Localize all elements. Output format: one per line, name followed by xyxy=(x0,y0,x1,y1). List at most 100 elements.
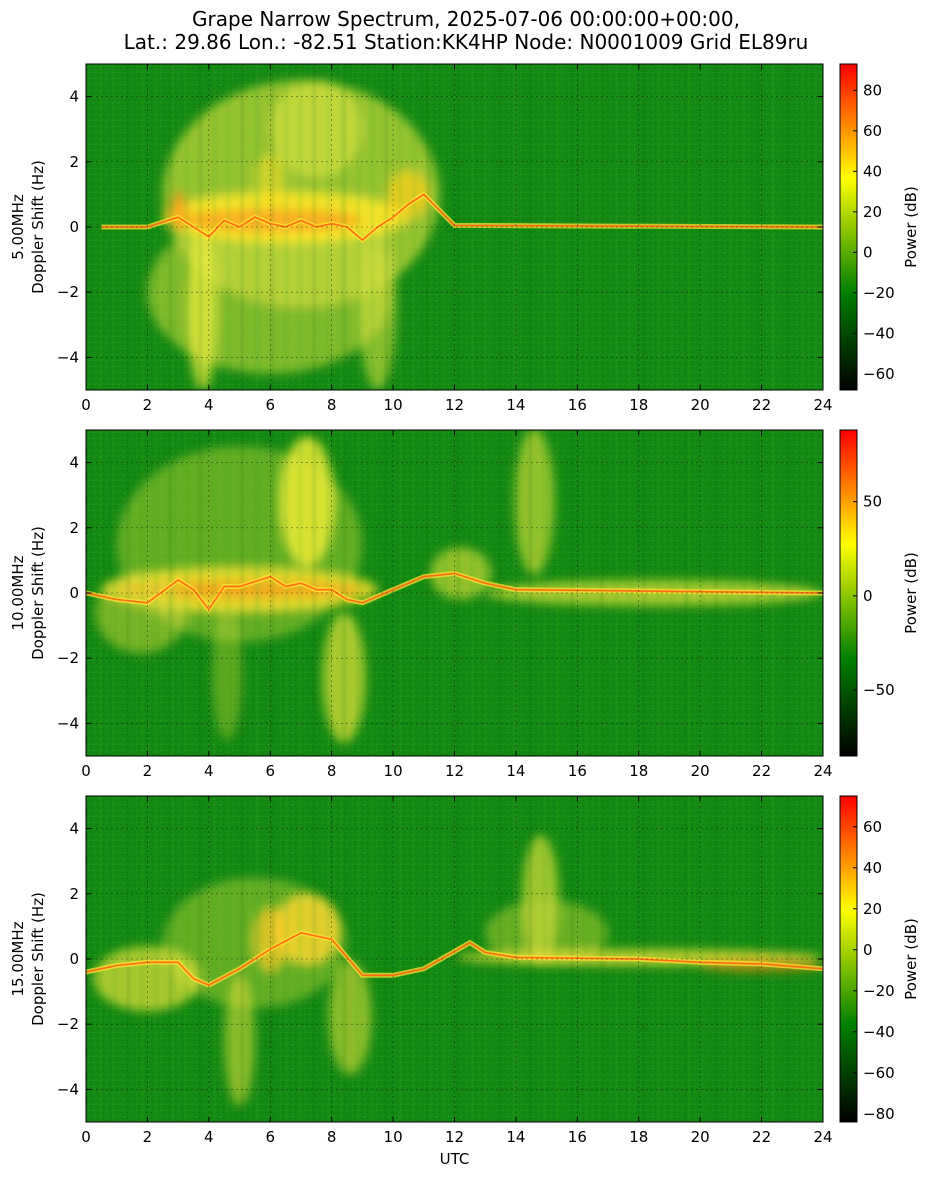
y-axis-label: Doppler Shift (Hz) xyxy=(29,160,47,294)
colorbar-label: Power (dB) xyxy=(902,918,920,1000)
striation xyxy=(169,64,171,390)
colorbar-label: Power (dB) xyxy=(902,186,920,268)
x-tick-label: 14 xyxy=(506,396,525,414)
colorbar-tick-label: −60 xyxy=(863,1064,895,1082)
x-tick-label: 4 xyxy=(204,396,214,414)
colorbar-tick-label: 60 xyxy=(863,818,882,836)
y-axis-label: Doppler Shift (Hz) xyxy=(29,526,47,660)
striation xyxy=(213,796,215,1122)
x-tick-label: 8 xyxy=(327,396,337,414)
y-tick-label: 2 xyxy=(69,519,79,537)
x-tick-label: 12 xyxy=(445,762,464,780)
x-tick-label: 0 xyxy=(81,1128,91,1146)
striation xyxy=(113,796,116,1122)
striation xyxy=(313,796,315,1122)
striation xyxy=(529,430,532,756)
striation xyxy=(543,430,545,756)
y-tick-label: −4 xyxy=(57,1080,79,1098)
heatmap-intensity xyxy=(147,80,440,390)
striation xyxy=(399,64,401,390)
striation xyxy=(99,430,102,756)
frequency-label: 15.00MHz xyxy=(9,921,27,996)
striation xyxy=(399,796,401,1122)
x-tick-label: 10 xyxy=(384,396,403,414)
heatmap-area xyxy=(86,64,823,390)
y-tick-label: 0 xyxy=(69,584,79,602)
colorbar-tick-label: −40 xyxy=(863,1023,895,1041)
striation xyxy=(443,430,446,756)
intensity-region xyxy=(168,191,188,231)
striation xyxy=(429,430,432,756)
striation xyxy=(357,430,360,756)
x-tick-label: 14 xyxy=(506,1128,525,1146)
striation xyxy=(787,796,789,1122)
colorbar-tick-label: −50 xyxy=(863,681,895,699)
striation xyxy=(757,796,759,1122)
striation xyxy=(227,430,229,756)
x-tick-label: 10 xyxy=(384,1128,403,1146)
intensity-region xyxy=(224,975,255,1106)
striation xyxy=(427,430,429,756)
x-tick-label: 2 xyxy=(143,396,153,414)
x-tick-label: 8 xyxy=(327,762,337,780)
striation xyxy=(127,430,129,756)
x-tick-label: 6 xyxy=(265,396,275,414)
intensity-region xyxy=(273,893,341,966)
intensity-region xyxy=(386,169,430,219)
colorbar-tick-label: 20 xyxy=(863,900,882,918)
y-tick-label: 0 xyxy=(69,950,79,968)
x-tick-label: 10 xyxy=(384,762,403,780)
frequency-label: 10.00MHz xyxy=(9,555,27,630)
frequency-label: 5.00MHz xyxy=(9,194,27,260)
striation xyxy=(299,430,301,756)
striation xyxy=(499,796,501,1122)
colorbar-tick-label: 20 xyxy=(863,203,882,221)
x-tick-label: 18 xyxy=(629,762,648,780)
striation xyxy=(413,796,415,1122)
striation xyxy=(299,796,301,1122)
x-tick-label: 6 xyxy=(265,762,275,780)
colorbar xyxy=(839,795,858,1123)
striation xyxy=(413,430,415,756)
x-tick-label: 2 xyxy=(143,1128,153,1146)
x-tick-label: 8 xyxy=(327,1128,337,1146)
x-tick-label: 22 xyxy=(752,396,771,414)
striation xyxy=(99,64,102,390)
colorbar-label: Power (dB) xyxy=(902,552,920,634)
striation xyxy=(199,796,202,1122)
y-tick-label: −4 xyxy=(57,714,79,732)
x-tick-label: 2 xyxy=(143,762,153,780)
striation xyxy=(427,796,429,1122)
striation xyxy=(327,796,329,1122)
colorbar-tick-label: 60 xyxy=(863,122,882,140)
x-tick-label: 16 xyxy=(568,762,587,780)
intensity-region xyxy=(514,430,555,576)
doppler-trace xyxy=(86,932,823,986)
striation xyxy=(199,430,202,756)
intensity-region xyxy=(328,960,372,1075)
intensity-region xyxy=(254,153,286,203)
striation xyxy=(169,796,171,1122)
striation xyxy=(499,430,501,756)
y-tick-label: −2 xyxy=(57,283,79,301)
y-tick-label: 2 xyxy=(69,153,79,171)
striation xyxy=(113,430,116,756)
y-tick-label: −4 xyxy=(57,348,79,366)
x-tick-label: 4 xyxy=(204,1128,214,1146)
chart-title-line-1: Grape Narrow Spectrum, 2025-07-06 00:00:… xyxy=(192,7,740,31)
striation xyxy=(743,796,745,1122)
striation xyxy=(343,796,346,1122)
colorbar-tick-label: −40 xyxy=(863,324,895,342)
y-tick-label: −2 xyxy=(57,1015,79,1033)
colorbar-tick-label: −20 xyxy=(863,982,895,1000)
striation xyxy=(227,796,229,1122)
striation xyxy=(169,430,171,756)
doppler-trace xyxy=(101,193,823,242)
striation xyxy=(327,430,329,756)
striation xyxy=(557,430,559,756)
y-tick-label: 4 xyxy=(69,820,79,838)
colorbar-tick-label: 40 xyxy=(863,162,882,180)
x-tick-label: 24 xyxy=(813,1128,832,1146)
